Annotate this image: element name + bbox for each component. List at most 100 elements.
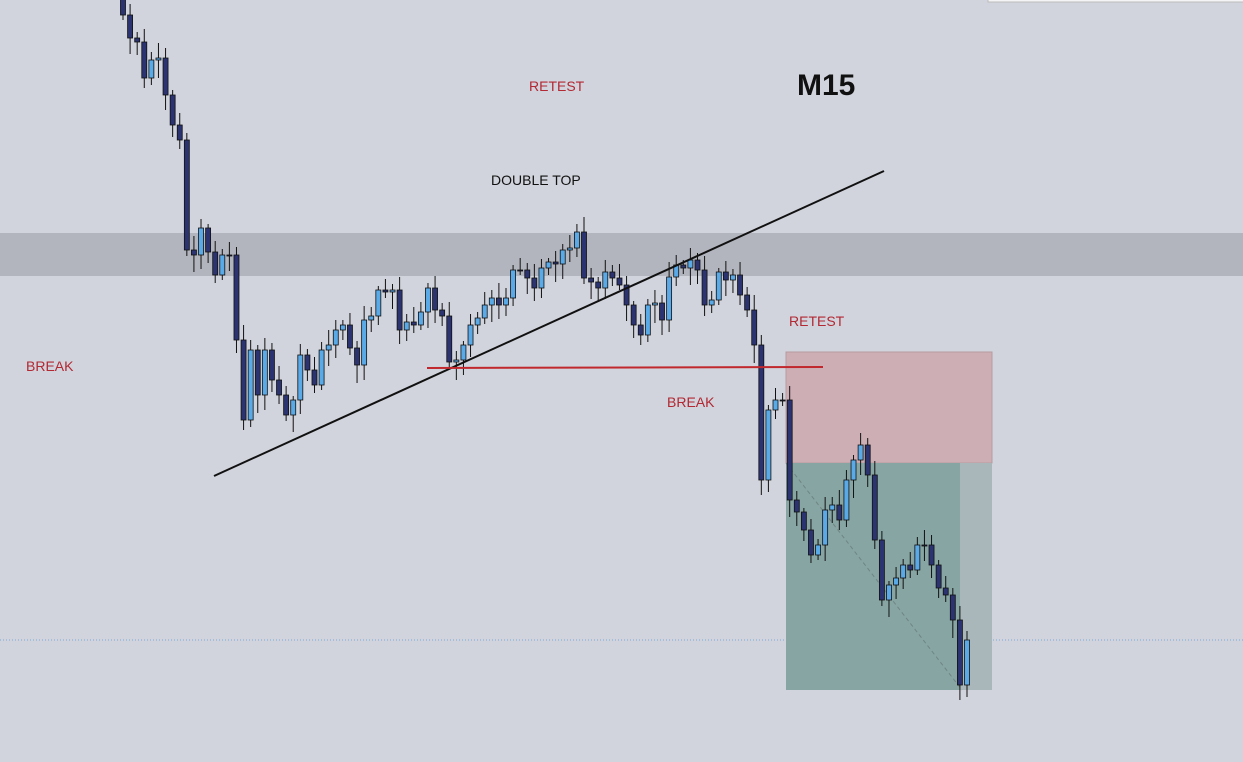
candle-body xyxy=(538,267,545,289)
label-double-top: DOUBLE TOP xyxy=(491,172,581,188)
candle-body xyxy=(127,14,133,39)
candle-body xyxy=(666,276,673,321)
candle-body xyxy=(957,619,963,686)
candle-body xyxy=(410,321,417,326)
candle-body xyxy=(644,304,651,336)
candle-body xyxy=(510,269,516,299)
candle-body xyxy=(524,269,531,279)
candle-body xyxy=(269,349,275,381)
candle-body xyxy=(297,354,304,401)
candle-body xyxy=(474,317,481,326)
candle-body xyxy=(808,529,814,556)
candle-body xyxy=(878,539,885,601)
candle-body xyxy=(183,139,190,251)
candle-body xyxy=(687,259,694,269)
candle-body xyxy=(517,269,524,272)
candle-body xyxy=(829,504,836,511)
candle-body xyxy=(588,277,595,283)
candles xyxy=(120,0,970,700)
candle-body xyxy=(730,274,736,281)
candle-body xyxy=(800,511,807,531)
candle-body xyxy=(361,319,368,366)
candle-body xyxy=(382,289,389,293)
neckline xyxy=(426,366,824,369)
candle-body xyxy=(836,504,843,521)
candle-body xyxy=(176,124,183,141)
candle-body xyxy=(375,289,382,317)
candle-body xyxy=(815,544,821,556)
candle-body xyxy=(765,409,772,481)
candle-body xyxy=(488,297,495,306)
candle-body xyxy=(503,297,509,306)
candle-body xyxy=(552,261,559,265)
candle-body xyxy=(574,231,580,249)
candle-body xyxy=(368,315,375,321)
candle-body xyxy=(531,277,538,289)
candle-body xyxy=(396,289,403,331)
candle-body xyxy=(191,249,197,256)
candle-body xyxy=(652,302,658,306)
stop-zone xyxy=(785,351,993,464)
candle-body xyxy=(233,254,240,341)
candle-body xyxy=(857,444,864,461)
label-break: BREAK xyxy=(667,394,715,410)
candle-body xyxy=(630,304,637,326)
candle-body xyxy=(148,59,155,79)
candle-body xyxy=(715,271,722,301)
candle-body xyxy=(864,444,871,476)
candle-body xyxy=(744,294,751,311)
candle-body xyxy=(758,344,765,481)
candle-body xyxy=(141,41,148,79)
candle-body xyxy=(318,349,325,386)
candle-body xyxy=(425,287,431,313)
trendline xyxy=(213,170,885,477)
candle-body xyxy=(162,57,169,96)
candle-body xyxy=(751,309,758,346)
candle-body xyxy=(347,324,353,349)
candle-body xyxy=(212,251,219,276)
candle-body xyxy=(446,315,453,363)
candle-body xyxy=(914,544,921,571)
candle-body xyxy=(609,271,616,279)
candle-body xyxy=(460,344,467,361)
candle-body xyxy=(290,399,297,416)
candle-body xyxy=(559,249,566,265)
label-timeframe: M15 xyxy=(797,69,855,102)
candle-body xyxy=(403,321,410,331)
panel-edge xyxy=(987,0,1243,3)
candle-body xyxy=(964,639,970,686)
candle-body xyxy=(722,271,729,281)
candle-body xyxy=(276,379,282,396)
candle-body xyxy=(659,302,665,321)
candle-body xyxy=(453,359,460,363)
candle-body xyxy=(481,304,488,319)
candle-body xyxy=(623,284,630,306)
candle-body xyxy=(822,509,829,546)
candle-body xyxy=(907,564,914,571)
candle-body xyxy=(935,564,942,589)
candle-body xyxy=(205,227,212,253)
label-retest: RETEST xyxy=(529,78,585,94)
candle-body xyxy=(169,94,176,126)
candle-body xyxy=(198,227,204,256)
candle-body xyxy=(332,329,339,346)
candle-body xyxy=(942,587,949,596)
candle-body xyxy=(786,399,793,501)
candle-body xyxy=(928,544,935,566)
trade-path xyxy=(785,462,963,691)
label-break: BREAK xyxy=(26,358,74,374)
candle-body xyxy=(893,577,899,586)
candle-body xyxy=(467,324,474,346)
candle-body xyxy=(843,479,850,521)
candle-body xyxy=(793,499,800,513)
candle-body xyxy=(701,269,708,306)
candle-body xyxy=(581,231,587,279)
candle-body xyxy=(354,347,360,366)
candle-body xyxy=(680,264,687,269)
candle-body xyxy=(304,354,311,371)
candle-body xyxy=(616,277,623,286)
candle-body xyxy=(566,247,573,251)
